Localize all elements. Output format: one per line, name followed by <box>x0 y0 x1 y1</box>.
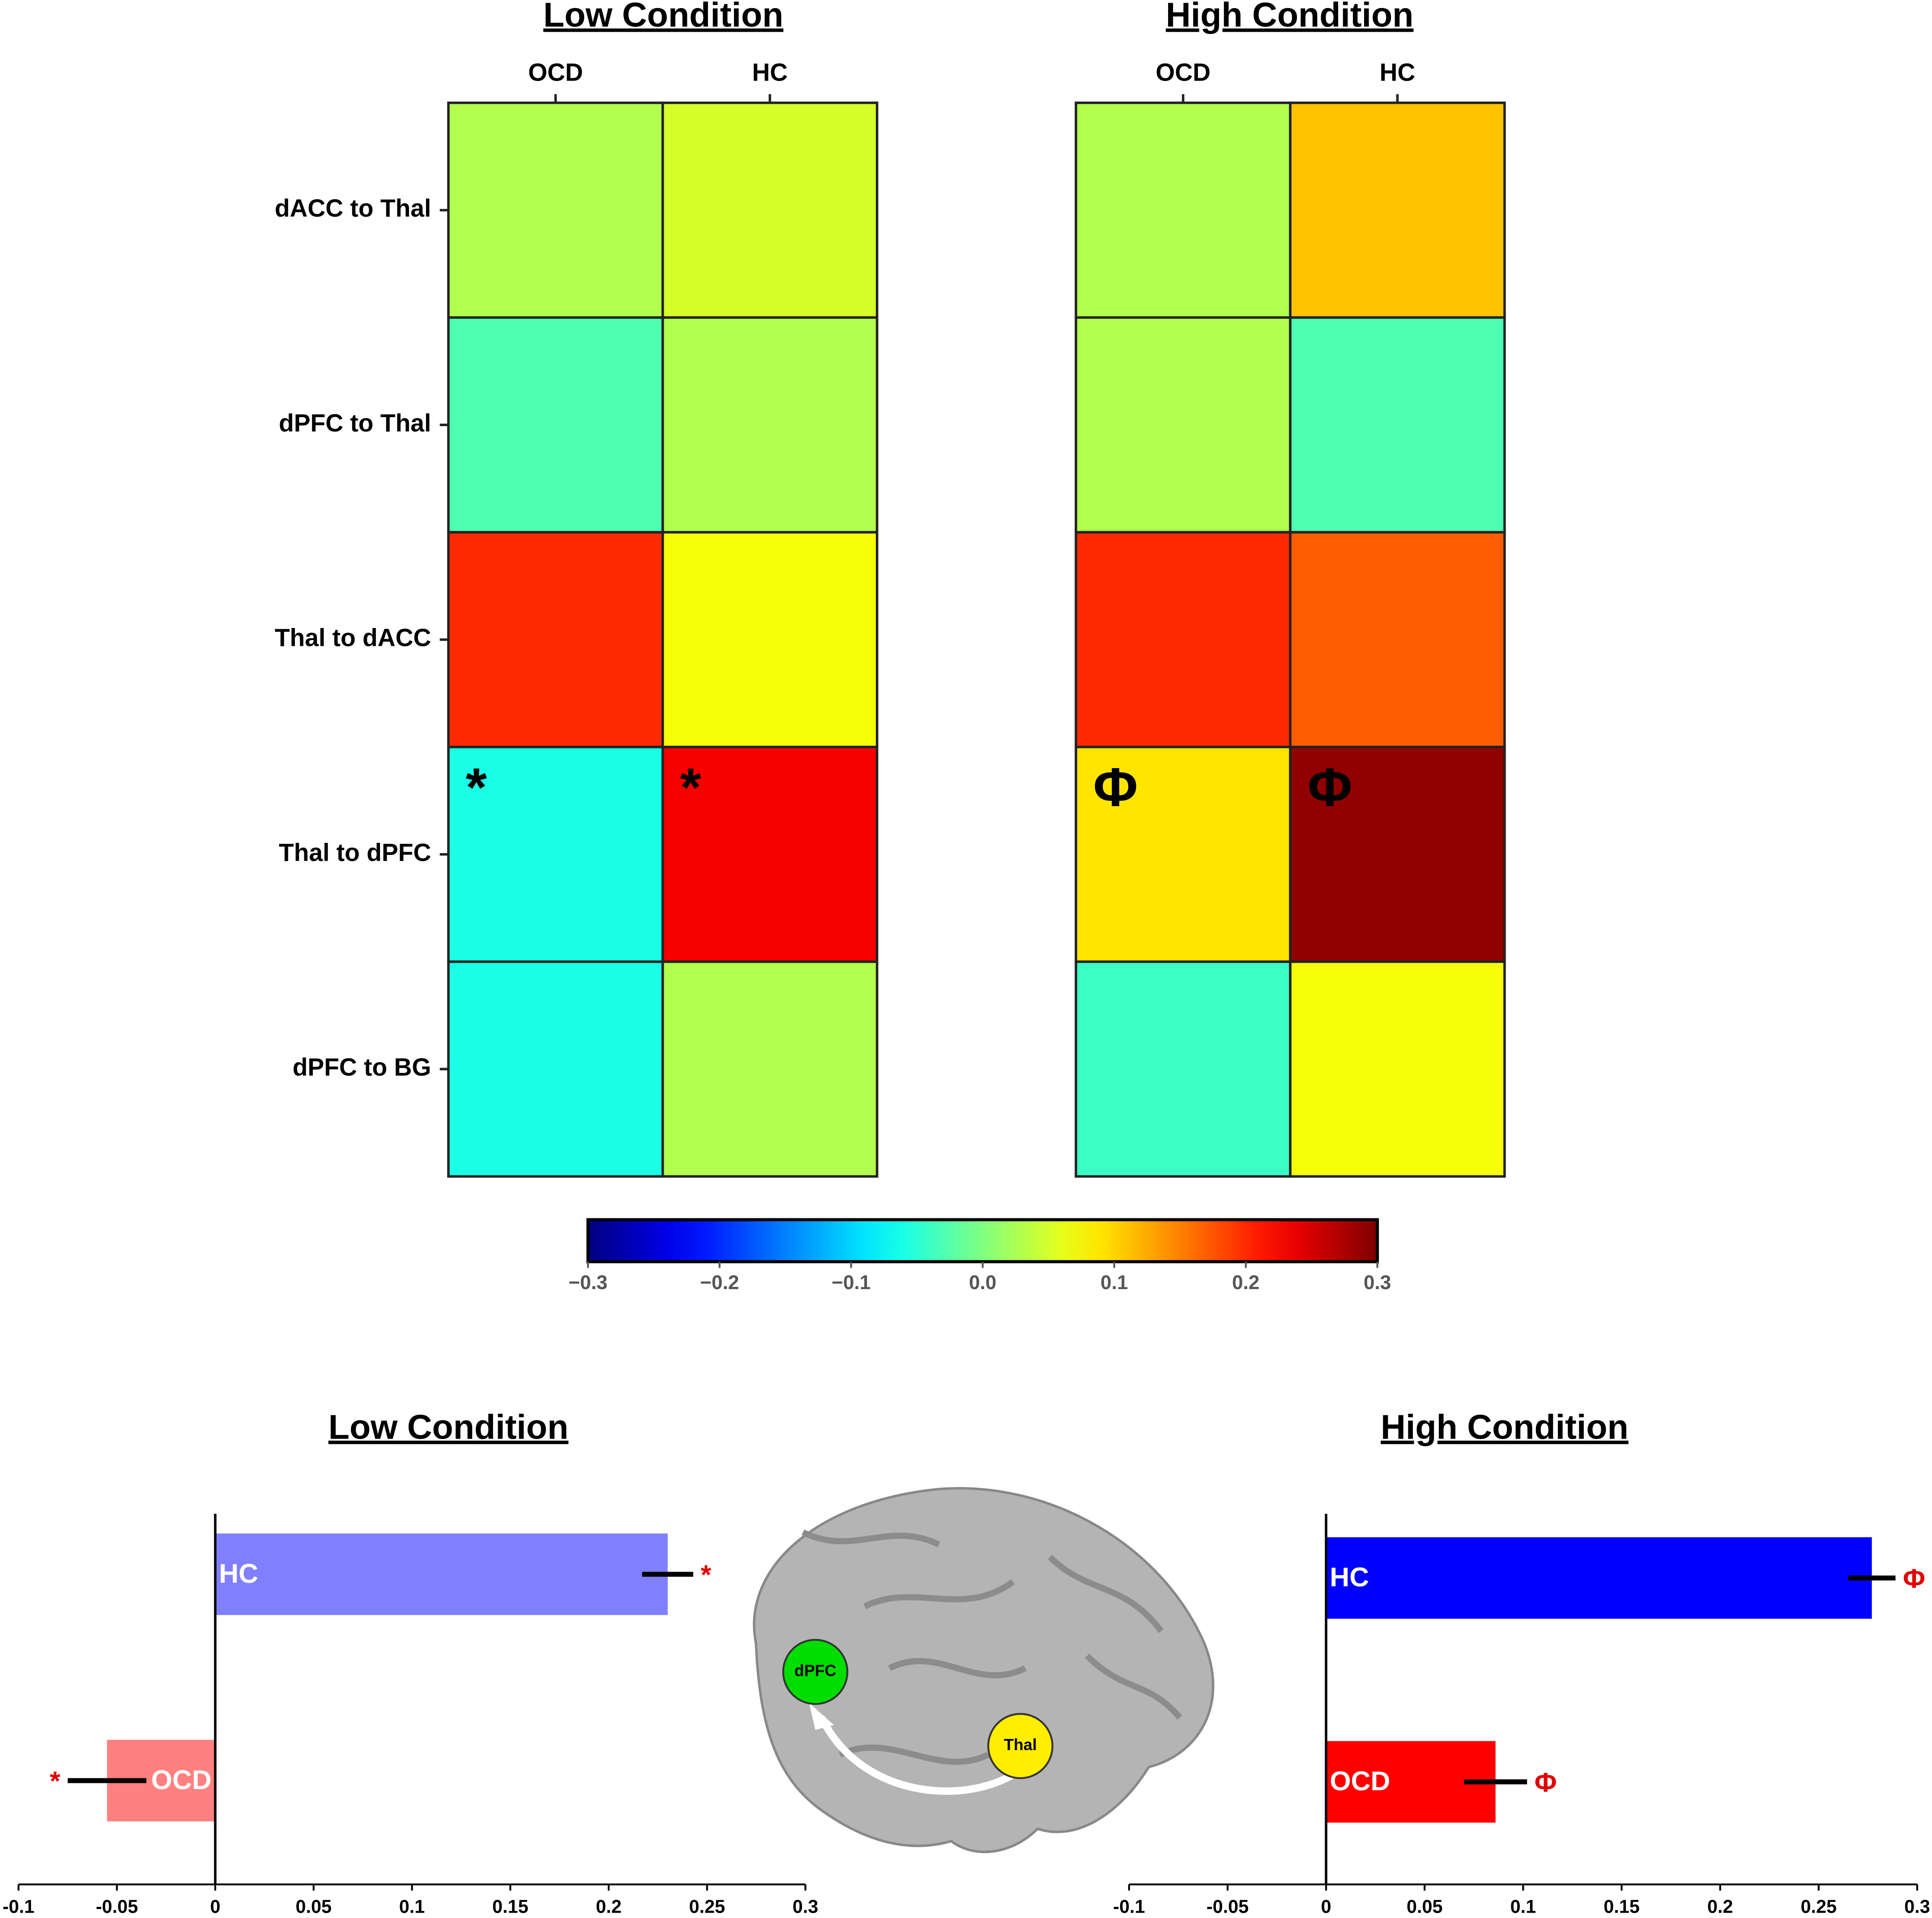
significance-marker: Φ <box>1535 1767 1557 1797</box>
cell-annotation: Φ <box>1308 756 1352 817</box>
colorbar-tick-label: 0.0 <box>969 1272 996 1294</box>
colorbar-tick-label: 0.3 <box>1364 1272 1391 1294</box>
x-tick-label: 0.1 <box>399 1896 425 1917</box>
heatmap-cell <box>661 531 879 748</box>
row-label: dPFC to BG <box>293 1053 431 1081</box>
heatmap-cell <box>661 101 879 319</box>
heatmap-cell <box>1075 531 1292 748</box>
bar-label: OCD <box>151 1764 212 1795</box>
column-label: OCD <box>1156 59 1211 86</box>
colorbar-tick-label: 0.2 <box>1232 1272 1259 1294</box>
chart-title: High Condition <box>1381 1408 1629 1447</box>
heatmap-cell <box>1289 960 1506 1178</box>
x-tick-label: 0 <box>1321 1896 1331 1917</box>
heatmap-cell <box>1289 316 1506 534</box>
dpfc-node <box>782 1639 849 1705</box>
row-label: dACC to Thal <box>275 194 431 222</box>
x-tick-label: -0.05 <box>1207 1896 1249 1917</box>
row-label: dPFC to Thal <box>279 409 431 437</box>
heatmap-cell <box>447 316 664 534</box>
column-label: HC <box>1380 59 1416 86</box>
brain-gyri <box>802 1529 1182 1765</box>
x-tick-label: -0.1 <box>3 1896 34 1917</box>
brain-illustration: dPFC Thal <box>753 1487 1215 1854</box>
significance-marker: * <box>50 1766 60 1796</box>
heatmap-cell <box>1075 101 1292 319</box>
heatmap-cell <box>661 746 879 963</box>
arrow-head <box>809 1703 834 1730</box>
row-label: Thal to dPFC <box>279 838 431 866</box>
chart-title: Low Condition <box>328 1408 568 1447</box>
cell-annotation: * <box>680 756 702 817</box>
bar-label: OCD <box>1330 1766 1390 1796</box>
bar <box>1326 1537 1872 1619</box>
colorbar-tick-label: −0.1 <box>832 1272 870 1294</box>
heatmap-cell <box>1075 316 1292 534</box>
heatmap-cell <box>1075 960 1292 1178</box>
thal-node <box>987 1713 1053 1779</box>
cell-annotation: * <box>466 756 487 817</box>
colorbar-tick-label: 0.1 <box>1100 1272 1128 1294</box>
x-tick-label: 0.25 <box>689 1896 725 1917</box>
significance-marker: Φ <box>1903 1563 1925 1593</box>
heatmap-cell <box>447 531 664 748</box>
colorbar <box>586 1218 1379 1264</box>
heatmap-cell <box>1289 746 1506 963</box>
x-tick-label: -0.1 <box>1113 1896 1145 1917</box>
column-label: OCD <box>528 59 583 86</box>
x-tick-label: 0.15 <box>492 1896 529 1917</box>
x-tick-label: 0.25 <box>1800 1896 1837 1917</box>
x-tick-label: 0.2 <box>596 1896 622 1917</box>
column-label: HC <box>752 59 788 86</box>
significance-marker: * <box>701 1559 712 1590</box>
x-tick-label: 0.3 <box>793 1896 819 1917</box>
heatmap-cell <box>1075 746 1292 963</box>
bar <box>215 1534 668 1615</box>
heatmap-cell <box>1289 101 1506 319</box>
heatmap-cell <box>661 960 879 1178</box>
chart-title: High Condition <box>1166 0 1414 34</box>
colorbar-tick-label: −0.2 <box>700 1272 739 1294</box>
cell-annotation: Φ <box>1093 756 1138 817</box>
colorbar-tick-label: −0.3 <box>568 1272 607 1294</box>
x-tick-label: 0.2 <box>1707 1896 1733 1917</box>
bar-label: HC <box>219 1558 258 1589</box>
heatmap-cell <box>447 960 664 1178</box>
brain-shape <box>753 1487 1215 1854</box>
x-tick-label: 0.15 <box>1604 1896 1640 1917</box>
row-label: Thal to dACC <box>275 624 431 652</box>
x-tick-label: 0.05 <box>1407 1896 1443 1917</box>
heatmap-cell <box>447 746 664 963</box>
bar-label: HC <box>1330 1562 1369 1592</box>
node-label: dPFC <box>794 1662 836 1680</box>
x-tick-label: 0.05 <box>295 1896 332 1917</box>
heatmap-cell <box>1289 531 1506 748</box>
x-tick-label: 0.3 <box>1904 1896 1930 1917</box>
heatmap-cell <box>447 101 664 319</box>
x-tick-label: 0.1 <box>1510 1896 1536 1917</box>
node-label: Thal <box>1004 1736 1037 1754</box>
connection-arrow <box>818 1716 1023 1795</box>
x-tick-label: 0 <box>210 1896 220 1917</box>
heatmap-cell <box>661 316 879 534</box>
x-tick-label: -0.05 <box>96 1896 138 1917</box>
chart-title: Low Condition <box>543 0 783 34</box>
